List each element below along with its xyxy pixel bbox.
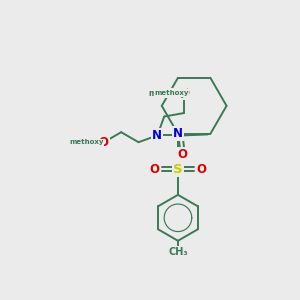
Text: methoxy: methoxy [159, 91, 184, 95]
Text: O: O [150, 163, 160, 176]
Text: N: N [173, 128, 183, 140]
Text: N: N [152, 129, 162, 142]
Text: methoxy: methoxy [154, 90, 189, 96]
Text: S: S [173, 163, 183, 176]
Text: O: O [196, 163, 206, 176]
Text: O: O [177, 148, 188, 161]
Text: O: O [179, 86, 189, 100]
Text: methoxy: methoxy [69, 139, 103, 145]
Text: O: O [99, 136, 109, 149]
Text: CH₃: CH₃ [168, 247, 188, 257]
Text: methoxy: methoxy [149, 88, 186, 98]
